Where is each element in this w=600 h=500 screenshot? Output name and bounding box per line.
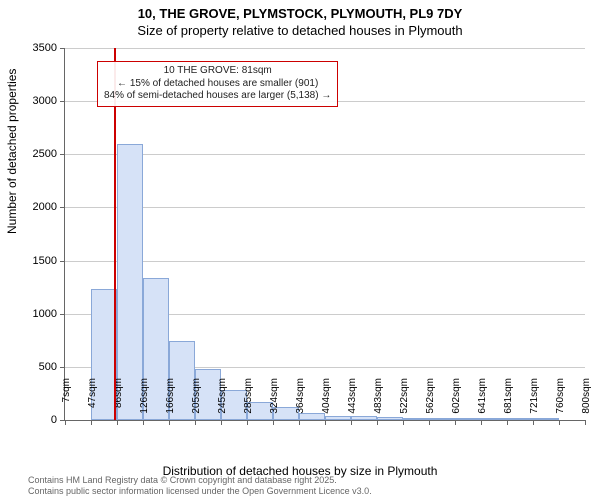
x-tick-label: 721sqm [529, 378, 540, 428]
y-tick-label: 2000 [33, 201, 65, 213]
gridline-h [65, 207, 585, 208]
y-tick-label: 1500 [33, 255, 65, 267]
highlight-annotation: 10 THE GROVE: 81sqm← 15% of detached hou… [97, 61, 338, 107]
gridline-h [65, 48, 585, 49]
x-tick-label: 285sqm [243, 378, 254, 428]
y-tick-label: 1000 [33, 308, 65, 320]
x-tick-label: 641sqm [477, 378, 488, 428]
x-tick-label: 47sqm [87, 378, 98, 428]
y-tick-label: 3500 [33, 42, 65, 54]
x-tick-label: 483sqm [373, 378, 384, 428]
chart-container: 10, THE GROVE, PLYMSTOCK, PLYMOUTH, PL9 … [0, 0, 600, 500]
chart-subtitle: Size of property relative to detached ho… [0, 22, 600, 38]
y-axis-label: Number of detached properties [5, 69, 19, 234]
x-tick-label: 562sqm [425, 378, 436, 428]
x-tick-label: 166sqm [165, 378, 176, 428]
y-tick-label: 3000 [33, 95, 65, 107]
x-tick-label: 522sqm [399, 378, 410, 428]
chart-title: 10, THE GROVE, PLYMSTOCK, PLYMOUTH, PL9 … [0, 0, 600, 22]
x-tick-label: 245sqm [217, 378, 228, 428]
plot-area: 05001000150020002500300035007sqm47sqm86s… [64, 48, 585, 421]
x-tick-label: 681sqm [503, 378, 514, 428]
x-tick-label: 126sqm [139, 378, 150, 428]
footer-line-2: Contains public sector information licen… [28, 486, 372, 497]
x-tick-label: 404sqm [321, 378, 332, 428]
x-tick-label: 324sqm [269, 378, 280, 428]
footer-line-1: Contains HM Land Registry data © Crown c… [28, 475, 372, 486]
gridline-h [65, 261, 585, 262]
chart-footer: Contains HM Land Registry data © Crown c… [28, 475, 372, 497]
y-tick-label: 2500 [33, 148, 65, 160]
x-tick-label: 760sqm [555, 378, 566, 428]
annotation-line: ← 15% of detached houses are smaller (90… [104, 78, 331, 91]
x-tick-label: 364sqm [295, 378, 306, 428]
annotation-line: 84% of semi-detached houses are larger (… [104, 90, 331, 103]
x-tick-label: 800sqm [581, 378, 592, 428]
y-tick-label: 500 [39, 361, 65, 373]
x-tick-label: 443sqm [347, 378, 358, 428]
x-tick-label: 602sqm [451, 378, 462, 428]
x-tick-label: 7sqm [61, 378, 72, 428]
gridline-h [65, 154, 585, 155]
x-tick-label: 205sqm [191, 378, 202, 428]
annotation-line: 10 THE GROVE: 81sqm [104, 65, 331, 78]
